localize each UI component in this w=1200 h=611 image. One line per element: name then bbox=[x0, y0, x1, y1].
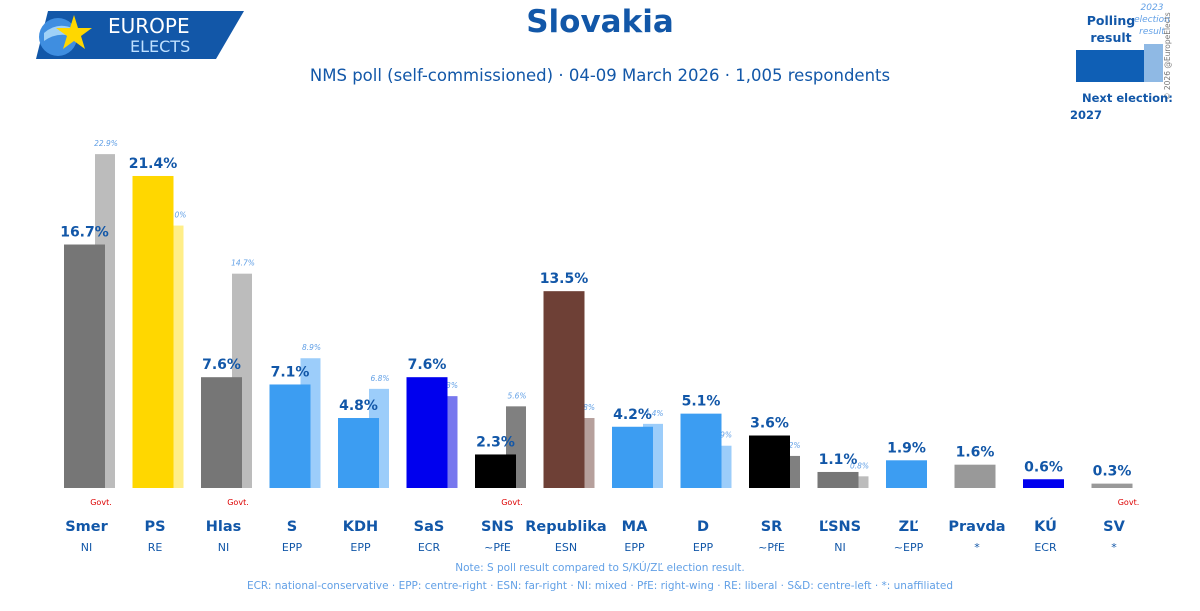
poll-value-label: 13.5% bbox=[540, 271, 589, 287]
group-label: ECR bbox=[1034, 541, 1057, 554]
logo-line2: ELECTS bbox=[130, 37, 190, 56]
logo-banner bbox=[36, 11, 244, 59]
group-legend-line: ECR: national-conservative · EPP: centre… bbox=[246, 580, 954, 592]
group-label: EPP bbox=[693, 541, 714, 554]
poll-bar bbox=[1023, 479, 1064, 488]
party-label: D bbox=[697, 519, 709, 535]
election-value-label: 22.9% bbox=[94, 139, 118, 148]
party-label: KÚ bbox=[1034, 517, 1057, 535]
govt-label: Govt. bbox=[1118, 498, 1140, 507]
party-label: SNS bbox=[481, 519, 514, 535]
election-value-label: 6.8% bbox=[370, 374, 389, 383]
group-label: NI bbox=[218, 541, 229, 554]
party-label: PS bbox=[144, 519, 165, 535]
party-label: SR bbox=[761, 519, 783, 535]
poll-bar bbox=[338, 418, 379, 488]
election-value-label: 5.6% bbox=[507, 391, 526, 400]
party-label: ĽSNS bbox=[819, 519, 861, 535]
election-value-label: 2.2% bbox=[781, 441, 800, 450]
poll-value-label: 7.6% bbox=[408, 357, 447, 373]
poll-value-label: 16.7% bbox=[60, 225, 109, 241]
poll-bar bbox=[954, 464, 996, 488]
poll-value-label: 21.4% bbox=[129, 156, 178, 172]
party-label: Pravda bbox=[948, 519, 1005, 535]
legend-polling-label: Polling result bbox=[1086, 13, 1136, 45]
chart-title: Slovakia bbox=[526, 4, 674, 40]
group-label: ~PfE bbox=[484, 541, 511, 554]
election-value-label: 14.7% bbox=[231, 259, 255, 268]
poll-value-label: 1.6% bbox=[956, 445, 995, 461]
party-label: S bbox=[287, 519, 297, 535]
logo-line1: EUROPE bbox=[108, 14, 190, 38]
election-value-label: 4.8% bbox=[576, 403, 595, 412]
poll-value-label: 7.6% bbox=[202, 357, 241, 373]
poll-bar bbox=[817, 471, 859, 488]
party-label: Smer bbox=[65, 519, 108, 535]
govt-label: Govt. bbox=[90, 498, 112, 507]
party-label: Hlas bbox=[206, 519, 242, 535]
poll-bar bbox=[201, 377, 242, 488]
europe-elects-logo: EUROPE ELECTS bbox=[36, 11, 244, 59]
party-label: MA bbox=[622, 519, 648, 535]
govt-label: Govt. bbox=[501, 498, 523, 507]
poll-value-label: 3.6% bbox=[750, 416, 789, 432]
poll-value-label: 4.8% bbox=[339, 398, 378, 414]
poll-bar bbox=[475, 454, 516, 488]
logo-star-icon bbox=[56, 15, 92, 49]
group-label: EPP bbox=[282, 541, 303, 554]
group-label: * bbox=[974, 541, 980, 554]
group-label: ESN bbox=[555, 541, 577, 554]
chart-subtitle: NMS poll (self-commissioned) · 04-09 Mar… bbox=[309, 66, 891, 85]
poll-bar bbox=[680, 413, 722, 488]
election-value-label: 2.9% bbox=[713, 431, 732, 440]
poll-value-label: 0.6% bbox=[1024, 459, 1063, 475]
election-value-label: 0.8% bbox=[850, 461, 869, 470]
poll-value-label: 1.1% bbox=[819, 452, 858, 468]
election-value-label: 6.3% bbox=[439, 381, 458, 390]
election-value-label: 8.9% bbox=[302, 343, 321, 352]
poll-value-label: 4.2% bbox=[613, 407, 652, 423]
poll-bar bbox=[886, 460, 927, 488]
party-label: Republika bbox=[525, 519, 606, 535]
group-label: RE bbox=[148, 541, 163, 554]
note-line: Note: S poll result compared to S/KÚ/ZĽ … bbox=[455, 562, 745, 574]
poll-value-label: 5.1% bbox=[682, 394, 721, 410]
group-label: NI bbox=[834, 541, 845, 554]
next-election-year: 2027 bbox=[1070, 108, 1103, 122]
poll-bar bbox=[269, 384, 311, 488]
group-label: ~EPP bbox=[894, 541, 924, 554]
govt-label: Govt. bbox=[227, 498, 249, 507]
election-value-label: 4.4% bbox=[644, 409, 663, 418]
group-label: EPP bbox=[350, 541, 371, 554]
poll-bar bbox=[64, 244, 105, 488]
poll-bar bbox=[132, 175, 174, 488]
poll-bar bbox=[406, 377, 448, 488]
poll-value-label: 1.9% bbox=[887, 440, 926, 456]
party-label: SaS bbox=[414, 519, 445, 535]
poll-value-label: 7.1% bbox=[271, 364, 310, 380]
next-election-label: Next election: bbox=[1082, 91, 1173, 105]
group-label: EPP bbox=[624, 541, 645, 554]
group-label: * bbox=[1111, 541, 1117, 554]
group-label: NI bbox=[81, 541, 92, 554]
party-label: KDH bbox=[343, 519, 378, 535]
poll-bar bbox=[612, 426, 653, 488]
group-label: ~PfE bbox=[758, 541, 785, 554]
poll-value-label: 2.3% bbox=[476, 434, 515, 450]
poll-value-label: 0.3% bbox=[1093, 464, 1132, 480]
poll-bar bbox=[1091, 483, 1133, 488]
group-label: ECR bbox=[418, 541, 441, 554]
poll-bar bbox=[543, 291, 585, 488]
party-label: SV bbox=[1103, 519, 1125, 535]
legend: Polling result 2023 election result © 20… bbox=[1060, 0, 1200, 130]
legend-polling-swatch bbox=[1076, 50, 1144, 82]
party-label: ZĽ bbox=[899, 519, 919, 535]
legend-election-label: 2023 election result bbox=[1134, 3, 1170, 37]
legend-election-swatch bbox=[1144, 44, 1163, 82]
election-value-label: 18.0% bbox=[163, 211, 187, 220]
poll-bar bbox=[749, 435, 790, 488]
